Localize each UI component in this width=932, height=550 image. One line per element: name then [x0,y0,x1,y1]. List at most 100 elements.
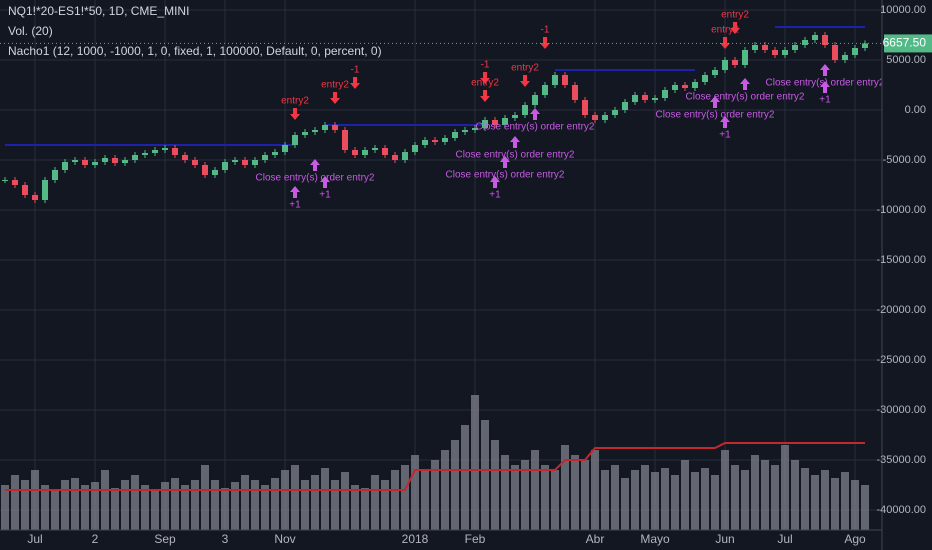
candle-body [102,158,108,162]
volume-bar [721,450,729,530]
annotation-label: Close entry(s) order entry2 [256,173,375,184]
candle-body [312,130,318,132]
annotation-arrow [530,108,540,120]
candle-body [172,148,178,155]
annotation-label: entry2 [721,10,749,21]
volume-bar [351,485,359,530]
x-tick-label: Jun [715,532,734,546]
candle-body [482,120,488,128]
volume-bar [851,480,859,530]
annotation-arrow [350,77,360,89]
candle-body [452,132,458,138]
volume-bar [411,455,419,530]
volume-bar [671,475,679,530]
volume-bar [731,465,739,530]
candle-body [822,35,828,45]
candle-body [522,105,528,115]
volume-bar [761,460,769,530]
volume-bar [601,470,609,530]
candle-body [532,95,538,105]
volume-bar [791,460,799,530]
candle-body [682,85,688,88]
y-tick-label: 0.00 [905,104,926,116]
candle-body [42,180,48,200]
candle-body [502,118,508,125]
volume-bar [71,478,79,530]
annotation-arrow [330,92,340,104]
candle-body [32,195,38,200]
y-tick-label: 10000.00 [880,4,926,16]
annotation-arrow [320,176,330,188]
candle-body [512,115,518,118]
annotation-arrow [520,75,530,87]
candle-body [2,180,8,181]
volume-bar [161,482,169,530]
candle-body [372,148,378,150]
candle-body [672,85,678,90]
volume-bar [651,472,659,530]
volume-bar [341,472,349,530]
volume-bar [711,475,719,530]
candle-body [642,95,648,100]
candle-body [812,35,818,40]
volume-bar [371,475,379,530]
volume-bar [271,478,279,530]
annotation-arrow [820,81,830,93]
candle-body [662,90,668,98]
candle-body [492,120,498,125]
volume-bar [121,480,129,530]
volume-bar [81,485,89,530]
volume-bar [691,472,699,530]
volume-bar [211,480,219,530]
volume-bar [681,460,689,530]
candle-body [212,170,218,175]
volume-bar [321,468,329,530]
volume-bar [561,445,569,530]
annotation-label: entry2 [511,63,539,74]
candle-body [762,45,768,50]
volume-bar [441,450,449,530]
volume-bar [621,478,629,530]
candle-body [242,160,248,165]
candle-body [862,43,868,48]
candle-body [232,160,238,162]
annotation-label: +1 [489,190,501,201]
candle-body [802,40,808,45]
legend-line: Nacho1 (12, 1000, -1000, 1, 0, fixed, 1,… [8,44,382,58]
annotation-arrow [730,22,740,34]
volume-bar [381,480,389,530]
candle-body [342,130,348,150]
candle-body [322,125,328,130]
volume-bar [231,482,239,530]
y-tick-label: -5000.00 [883,154,926,166]
volume-bar [811,475,819,530]
annotation-label: -1 [541,25,550,36]
volume-bar [861,485,869,530]
candle-body [402,152,408,160]
candle-body [722,60,728,70]
candle-body [72,160,78,162]
annotation-arrow [290,108,300,120]
y-tick-label: -15000.00 [876,254,926,266]
y-tick-label: 5000.00 [886,54,926,66]
candle-body [592,115,598,120]
volume-bar [331,480,339,530]
x-tick-label: Nov [274,532,295,546]
annotation-arrow [480,72,490,84]
candle-body [52,170,58,180]
candle-body [552,75,558,85]
volume-bar [631,470,639,530]
annotation-label: Close entry(s) order entry2 [456,150,575,161]
candle-body [602,115,608,120]
volume-bar [521,460,529,530]
candle-body [542,85,548,95]
volume-bar [781,445,789,530]
candle-body [282,145,288,152]
candle-body [122,160,128,163]
volume-bar [261,485,269,530]
volume-bar [361,488,369,530]
volume-bar [251,480,259,530]
volume-bar [431,460,439,530]
candle-body [462,130,468,132]
